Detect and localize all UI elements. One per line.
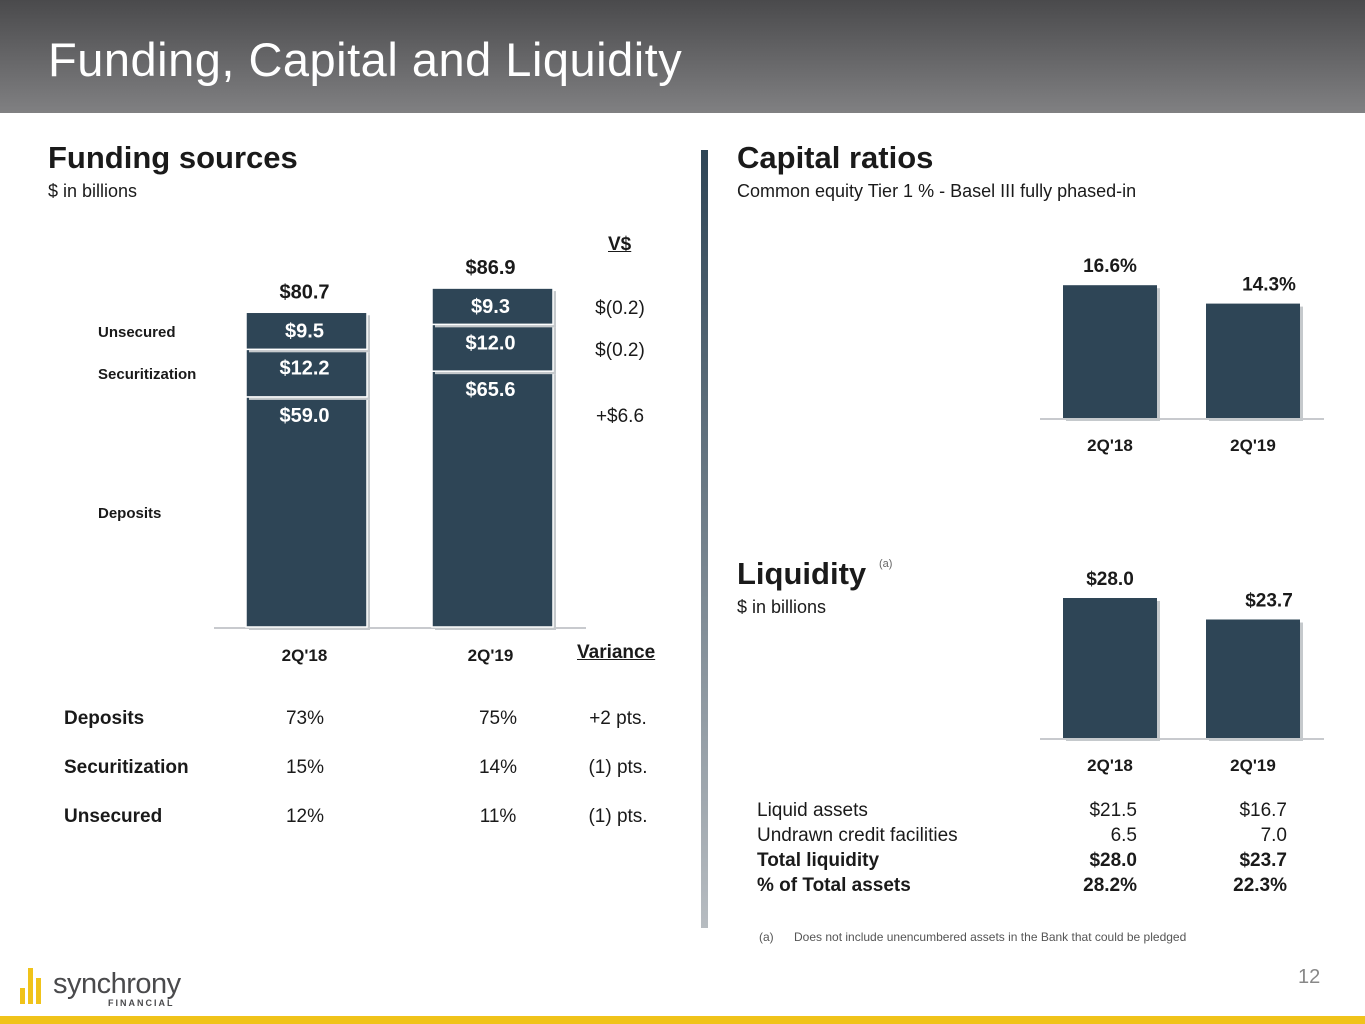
data-label: 14.3%: [1242, 275, 1296, 296]
liquidity-chart: $28.0 2Q'18 $23.7 2Q'19: [1040, 569, 1324, 775]
bar: [1063, 285, 1157, 418]
logo-subtext: FINANCIAL: [108, 998, 175, 1008]
data-label: $9.5: [285, 320, 324, 342]
row-label: % of Total assets: [757, 875, 911, 896]
table-row-label: Securitization: [64, 757, 189, 778]
row-value: $23.7: [1239, 850, 1287, 871]
legend-label: Unsecured: [98, 324, 176, 341]
x-tick-label: 2Q'19: [1230, 436, 1276, 455]
liquidity-title: Liquidity: [737, 556, 867, 591]
footnote-mark: (a): [759, 930, 774, 944]
row-value: 6.5: [1110, 825, 1137, 846]
capital-title: Capital ratios: [737, 140, 934, 175]
variance-v-label: V$: [608, 234, 632, 255]
data-label: $9.3: [471, 296, 510, 318]
data-label: $23.7: [1245, 591, 1293, 612]
table-row-label: Unsecured: [64, 806, 163, 827]
table-cell: 12%: [285, 806, 325, 827]
bar-segment: [245, 311, 368, 351]
table-row: Total liquidity $28.0 $23.7: [757, 850, 1297, 875]
table-cell: 15%: [285, 757, 325, 778]
row-value: 28.2%: [1083, 875, 1137, 896]
x-tick-label: 2Q'18: [1087, 756, 1133, 775]
data-label: $59.0: [279, 405, 329, 427]
row-value: 22.3%: [1233, 875, 1287, 896]
table-cell: 75%: [478, 708, 518, 729]
bar: [1063, 598, 1157, 738]
table-row: % of Total assets 28.2% 22.3%: [757, 875, 1297, 900]
footnote-text: Does not include unencumbered assets in …: [794, 930, 1187, 944]
liquidity-subtitle: $ in billions: [737, 597, 827, 617]
row-value: $21.5: [1089, 800, 1137, 821]
header-band: Funding, Capital and Liquidity: [0, 0, 1365, 113]
data-label: $28.0: [1086, 569, 1134, 590]
table-row: Undrawn credit facilities 6.5 7.0: [757, 825, 1297, 850]
variance-value: +$6.6: [596, 406, 644, 427]
bottom-accent-bar: [0, 1016, 1365, 1024]
x-tick-label: 2Q'19: [1230, 756, 1276, 775]
row-label: Total liquidity: [757, 850, 880, 871]
capital-subtitle: Common equity Tier 1 % - Basel III fully…: [737, 181, 1137, 201]
row-label: Liquid assets: [757, 800, 868, 821]
bar: [1206, 619, 1300, 738]
logo-text: synchrony: [53, 968, 181, 1000]
table-row-label: Deposits: [64, 708, 145, 729]
x-tick-label: 2Q'18: [1087, 436, 1133, 455]
data-label: $65.6: [465, 379, 515, 401]
table-row: Liquid assets $21.5 $16.7: [757, 800, 1297, 825]
section-divider: [701, 150, 708, 928]
data-label: $12.0: [465, 332, 515, 354]
table-cell: 14%: [478, 757, 518, 778]
legend-label: Deposits: [98, 505, 161, 522]
table-cell: 73%: [285, 708, 325, 729]
funding-title: Funding sources: [48, 140, 298, 175]
x-tick-label: 2Q'19: [468, 646, 514, 665]
row-value: 7.0: [1260, 825, 1287, 846]
bar-segment: [431, 370, 554, 628]
page-number: 12: [1298, 966, 1321, 988]
variance-value: $(0.2): [595, 340, 645, 361]
row-value: $28.0: [1089, 850, 1137, 871]
variance-value: $(0.2): [595, 298, 645, 319]
total-label: $86.9: [465, 257, 515, 279]
table-cell: 11%: [479, 806, 517, 827]
bar: [1206, 303, 1300, 418]
legend-label: Securitization: [98, 366, 196, 383]
bar-segment: [431, 287, 554, 326]
x-tick-label: 2Q'18: [282, 646, 328, 665]
funding-chart: $59.0 $12.2 $9.5 $80.7 2Q'18 $65.6 $12.0 $9.3 $8…: [98, 257, 645, 665]
data-label: 16.6%: [1083, 256, 1137, 277]
bar-segment: [245, 396, 368, 628]
total-label: $80.7: [279, 281, 329, 303]
data-label: $12.2: [279, 357, 329, 379]
funding-subtitle: $ in billions: [48, 181, 138, 201]
liquidity-title-note: (a): [879, 558, 893, 570]
table-cell: +2 pts.: [589, 708, 647, 729]
row-value: $16.7: [1239, 800, 1287, 821]
table-cell: (1) pts.: [588, 757, 648, 778]
row-label: Undrawn credit facilities: [757, 825, 958, 846]
page-title: Funding, Capital and Liquidity: [48, 33, 683, 86]
synchrony-logo-icon: [20, 968, 50, 1004]
capital-chart: 16.6% 2Q'18 14.3% 2Q'19: [1040, 256, 1324, 455]
variance-header: Variance: [577, 642, 656, 663]
table-cell: (1) pts.: [588, 806, 648, 827]
